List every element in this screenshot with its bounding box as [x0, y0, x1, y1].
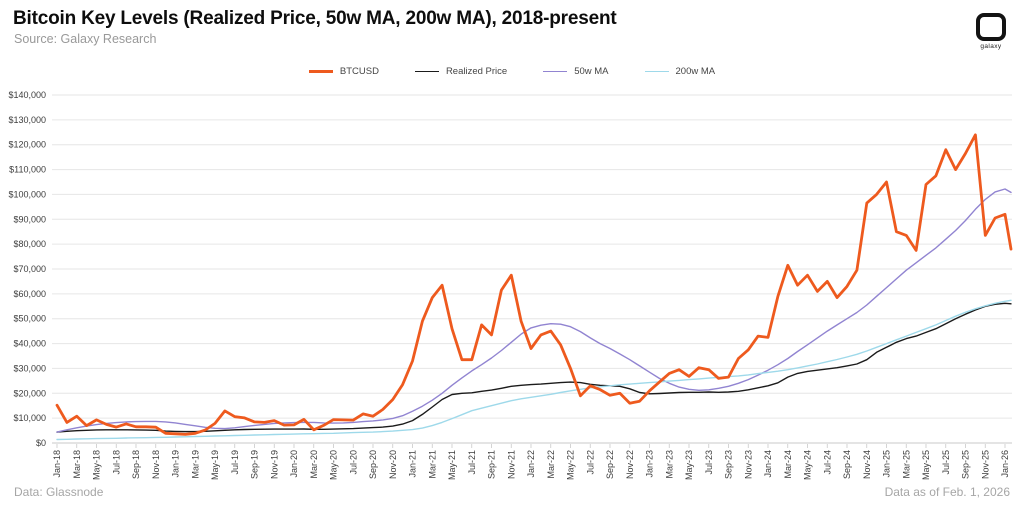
legend-label: Realized Price — [445, 66, 508, 77]
legend-line-swatch — [308, 70, 333, 73]
y-tick-label: $20,000 — [13, 388, 46, 398]
x-tick-label: Sep-20 — [368, 450, 378, 479]
x-tick-label: Jan-25 — [882, 450, 892, 478]
legend-line-swatch — [644, 71, 669, 72]
x-tick-label: May-20 — [329, 450, 339, 480]
y-tick-label: $10,000 — [13, 413, 46, 423]
y-tick-label: $40,000 — [13, 339, 46, 349]
x-tick-label: Nov-24 — [862, 450, 872, 479]
x-tick-label: Jan-20 — [289, 450, 299, 478]
legend-label: BTCUSD — [339, 66, 379, 77]
y-tick-label: $140,000 — [8, 90, 46, 100]
x-tick-label: Nov-18 — [151, 450, 161, 479]
x-tick-label: May-19 — [210, 450, 220, 480]
x-tick-label: May-21 — [447, 450, 457, 480]
x-tick-label: Jul-18 — [111, 450, 121, 475]
y-tick-label: $70,000 — [13, 264, 46, 274]
legend-item-btcusd: BTCUSD — [308, 66, 379, 77]
page-title: Bitcoin Key Levels (Realized Price, 50w … — [13, 8, 617, 29]
x-tick-label: Sep-23 — [724, 450, 734, 479]
y-tick-label: $90,000 — [13, 214, 46, 224]
x-tick-label: Mar-18 — [72, 450, 82, 479]
y-tick-label: $120,000 — [8, 140, 46, 150]
y-tick-label: $110,000 — [9, 165, 46, 175]
data-as-of-note: Data as of Feb. 1, 2026 — [884, 485, 1010, 499]
galaxy-logo: galaxy — [971, 13, 1011, 50]
x-tick-label: Mar-25 — [901, 450, 911, 479]
source-subtitle: Source: Galaxy Research — [14, 32, 157, 46]
x-tick-label: Jan-21 — [408, 450, 418, 478]
legend: BTCUSD Realized Price 50w MA 200w MA — [0, 66, 1024, 77]
x-tick-label: May-25 — [921, 450, 931, 480]
x-tick-label: Jan-18 — [52, 450, 62, 478]
x-tick-label: Mar-21 — [427, 450, 437, 479]
x-tick-label: Jul-23 — [704, 450, 714, 475]
x-tick-label: Sep-25 — [961, 450, 971, 479]
x-tick-label: Jul-24 — [822, 450, 832, 475]
y-tick-label: $60,000 — [13, 289, 46, 299]
x-tick-label: Jan-22 — [526, 450, 536, 478]
x-tick-label: Jul-22 — [585, 450, 595, 475]
x-tick-label: Jul-20 — [348, 450, 358, 475]
x-tick-label: Nov-25 — [980, 450, 990, 479]
y-tick-label: $80,000 — [13, 239, 46, 249]
x-tick-label: Jan-19 — [171, 450, 181, 478]
legend-line-swatch — [543, 71, 568, 72]
series-btcusd — [55, 133, 1013, 436]
x-tick-label: Jan-24 — [763, 450, 773, 478]
x-tick-label: Sep-18 — [131, 450, 141, 479]
y-tick-label: $30,000 — [13, 363, 46, 373]
galaxy-logo-icon — [976, 13, 1006, 41]
x-tick-label: May-24 — [803, 450, 813, 480]
y-tick-label: $0 — [36, 438, 46, 448]
legend-label: 200w MA — [675, 66, 716, 77]
x-tick-label: Mar-24 — [783, 450, 793, 479]
x-tick-label: Sep-24 — [842, 450, 852, 479]
x-tick-label: Nov-21 — [506, 450, 516, 479]
x-tick-label: Jul-25 — [941, 450, 951, 475]
x-tick-label: Sep-21 — [487, 450, 497, 479]
legend-line-swatch — [414, 71, 439, 72]
series-realized-price — [56, 302, 1012, 433]
x-tick-label: May-23 — [684, 450, 694, 480]
x-tick-label: Mar-19 — [190, 450, 200, 479]
legend-item-realized-price: Realized Price — [414, 66, 508, 77]
x-tick-label: Nov-20 — [388, 450, 398, 479]
legend-label: 50w MA — [574, 66, 609, 77]
legend-item-50w-ma: 50w MA — [543, 66, 609, 77]
legend-item-200w-ma: 200w MA — [644, 66, 716, 77]
x-tick-label: Nov-19 — [269, 450, 279, 479]
y-tick-label: $130,000 — [8, 115, 46, 125]
x-tick-label: Jan-23 — [645, 450, 655, 478]
series-200w-ma — [56, 299, 1012, 441]
galaxy-logo-label: galaxy — [980, 43, 1002, 50]
x-tick-label: May-22 — [566, 450, 576, 480]
x-tick-label: Jan-26 — [1000, 450, 1010, 478]
data-source-note: Data: Glassnode — [14, 485, 104, 499]
x-tick-label: Nov-23 — [743, 450, 753, 479]
x-tick-label: May-18 — [92, 450, 102, 480]
x-tick-label: Jul-21 — [467, 450, 477, 475]
y-tick-label: $100,000 — [8, 189, 46, 199]
x-tick-label: Mar-22 — [546, 450, 556, 479]
y-tick-label: $50,000 — [13, 314, 46, 324]
x-tick-label: Mar-23 — [664, 450, 674, 479]
x-tick-label: Mar-20 — [309, 450, 319, 479]
x-tick-label: Sep-22 — [605, 450, 615, 479]
series-50w-ma — [56, 188, 1012, 433]
x-tick-label: Nov-22 — [625, 450, 635, 479]
x-tick-label: Jul-19 — [230, 450, 240, 475]
x-tick-label: Sep-19 — [250, 450, 260, 479]
